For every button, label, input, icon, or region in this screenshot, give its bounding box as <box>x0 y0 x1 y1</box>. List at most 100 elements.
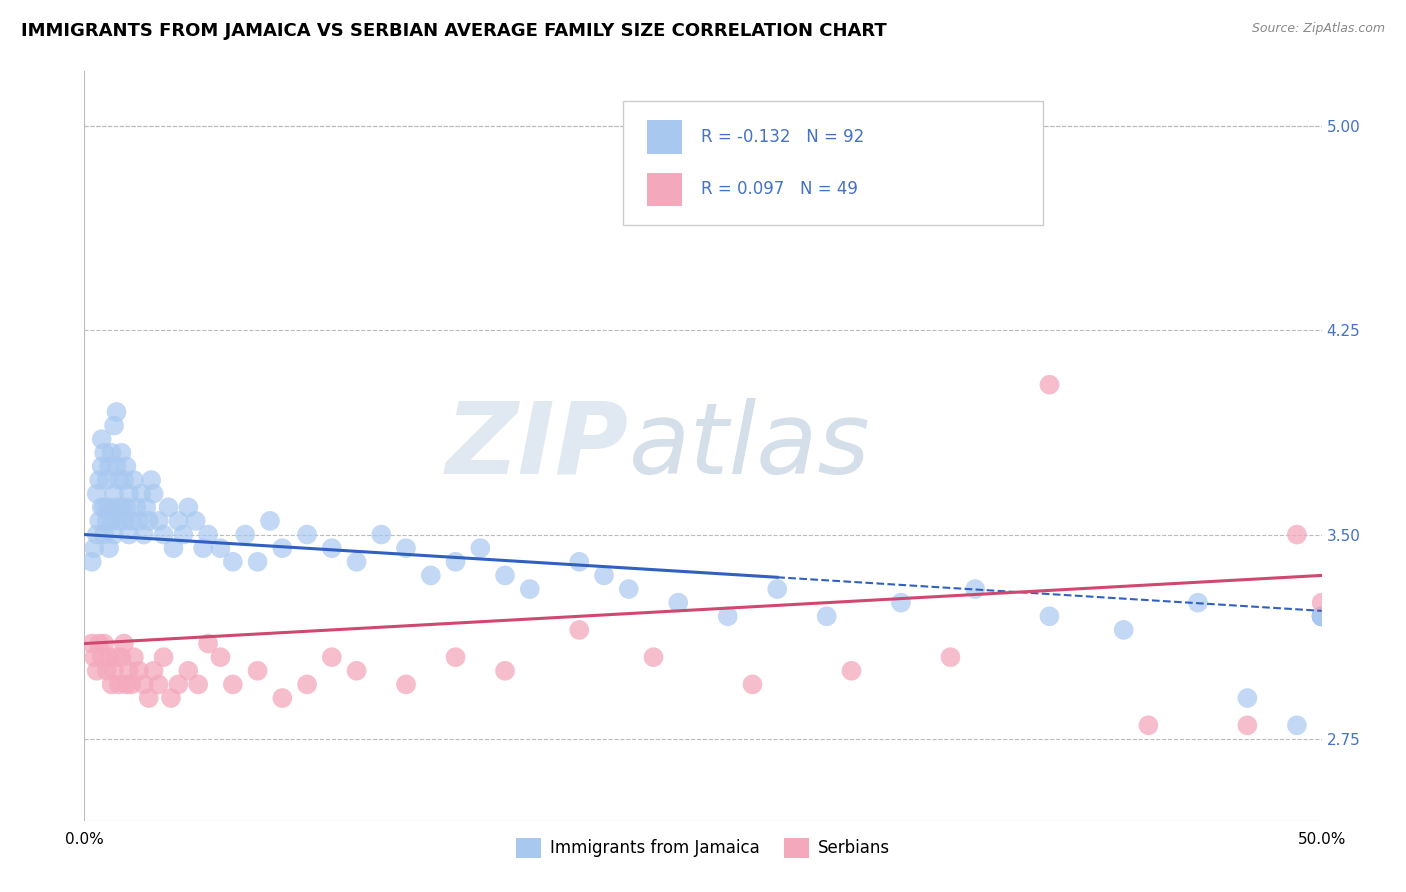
Point <box>246 664 269 678</box>
FancyBboxPatch shape <box>647 172 682 206</box>
Point <box>115 500 138 515</box>
Point <box>86 486 108 500</box>
Point <box>444 650 467 665</box>
Point <box>890 596 912 610</box>
Point <box>1285 718 1308 732</box>
FancyBboxPatch shape <box>647 120 682 153</box>
Point <box>112 473 135 487</box>
Point <box>112 514 135 528</box>
Point <box>89 473 111 487</box>
Point <box>741 677 763 691</box>
Point <box>177 500 200 515</box>
Point <box>841 664 863 678</box>
Point <box>83 541 105 556</box>
Point <box>568 555 591 569</box>
Legend: Immigrants from Jamaica, Serbians: Immigrants from Jamaica, Serbians <box>509 831 897 864</box>
Point <box>142 486 165 500</box>
Point <box>766 582 789 596</box>
Point <box>148 677 170 691</box>
Point <box>138 514 160 528</box>
Point <box>108 514 131 528</box>
Point <box>128 514 150 528</box>
Point <box>370 527 392 541</box>
Point <box>100 446 122 460</box>
Point <box>321 541 343 556</box>
Text: IMMIGRANTS FROM JAMAICA VS SERBIAN AVERAGE FAMILY SIZE CORRELATION CHART: IMMIGRANTS FROM JAMAICA VS SERBIAN AVERA… <box>21 22 887 40</box>
Point <box>100 677 122 691</box>
Point <box>125 500 148 515</box>
Point <box>167 677 190 691</box>
Point <box>103 527 125 541</box>
Point <box>1310 596 1333 610</box>
Point <box>1285 527 1308 541</box>
Point <box>96 514 118 528</box>
Point <box>118 486 141 500</box>
Point <box>222 555 245 569</box>
Point <box>295 527 318 541</box>
Point <box>395 541 418 556</box>
Point <box>108 677 131 691</box>
Point <box>666 596 689 610</box>
Point <box>105 500 128 515</box>
Point <box>118 664 141 678</box>
Point <box>93 446 115 460</box>
Point <box>138 691 160 706</box>
Point <box>129 486 152 500</box>
Point <box>98 650 121 665</box>
Point <box>184 514 207 528</box>
Point <box>1038 609 1060 624</box>
Point <box>89 636 111 650</box>
Point <box>96 473 118 487</box>
Point <box>965 582 987 596</box>
Point <box>115 677 138 691</box>
Point <box>90 650 112 665</box>
Point <box>141 473 163 487</box>
Point <box>96 664 118 678</box>
Point <box>1137 718 1160 732</box>
Text: R = -0.132   N = 92: R = -0.132 N = 92 <box>700 128 863 145</box>
Point <box>103 664 125 678</box>
Point <box>105 459 128 474</box>
Point <box>1310 609 1333 624</box>
Point <box>568 623 591 637</box>
Point <box>939 650 962 665</box>
Point <box>103 486 125 500</box>
Point <box>346 555 368 569</box>
Point <box>222 677 245 691</box>
Point <box>444 555 467 569</box>
Point <box>1310 609 1333 624</box>
Point <box>470 541 492 556</box>
FancyBboxPatch shape <box>623 102 1043 225</box>
Point <box>148 514 170 528</box>
Point <box>98 541 121 556</box>
Point <box>122 473 145 487</box>
Point <box>83 650 105 665</box>
Point <box>1038 377 1060 392</box>
Point <box>1310 609 1333 624</box>
Point <box>643 650 665 665</box>
Point <box>259 514 281 528</box>
Point <box>1236 718 1258 732</box>
Point <box>89 514 111 528</box>
Point <box>346 664 368 678</box>
Point <box>105 650 128 665</box>
Point <box>1310 609 1333 624</box>
Point <box>1310 609 1333 624</box>
Point <box>209 541 232 556</box>
Point <box>167 514 190 528</box>
Point <box>177 664 200 678</box>
Point <box>110 500 132 515</box>
Text: R = 0.097   N = 49: R = 0.097 N = 49 <box>700 180 858 198</box>
Point <box>132 527 155 541</box>
Point <box>197 527 219 541</box>
Point <box>160 691 183 706</box>
Point <box>209 650 232 665</box>
Point <box>110 650 132 665</box>
Point <box>86 664 108 678</box>
Point <box>246 555 269 569</box>
Point <box>152 650 174 665</box>
Point <box>98 500 121 515</box>
Point <box>80 636 103 650</box>
Point <box>105 405 128 419</box>
Point <box>132 677 155 691</box>
